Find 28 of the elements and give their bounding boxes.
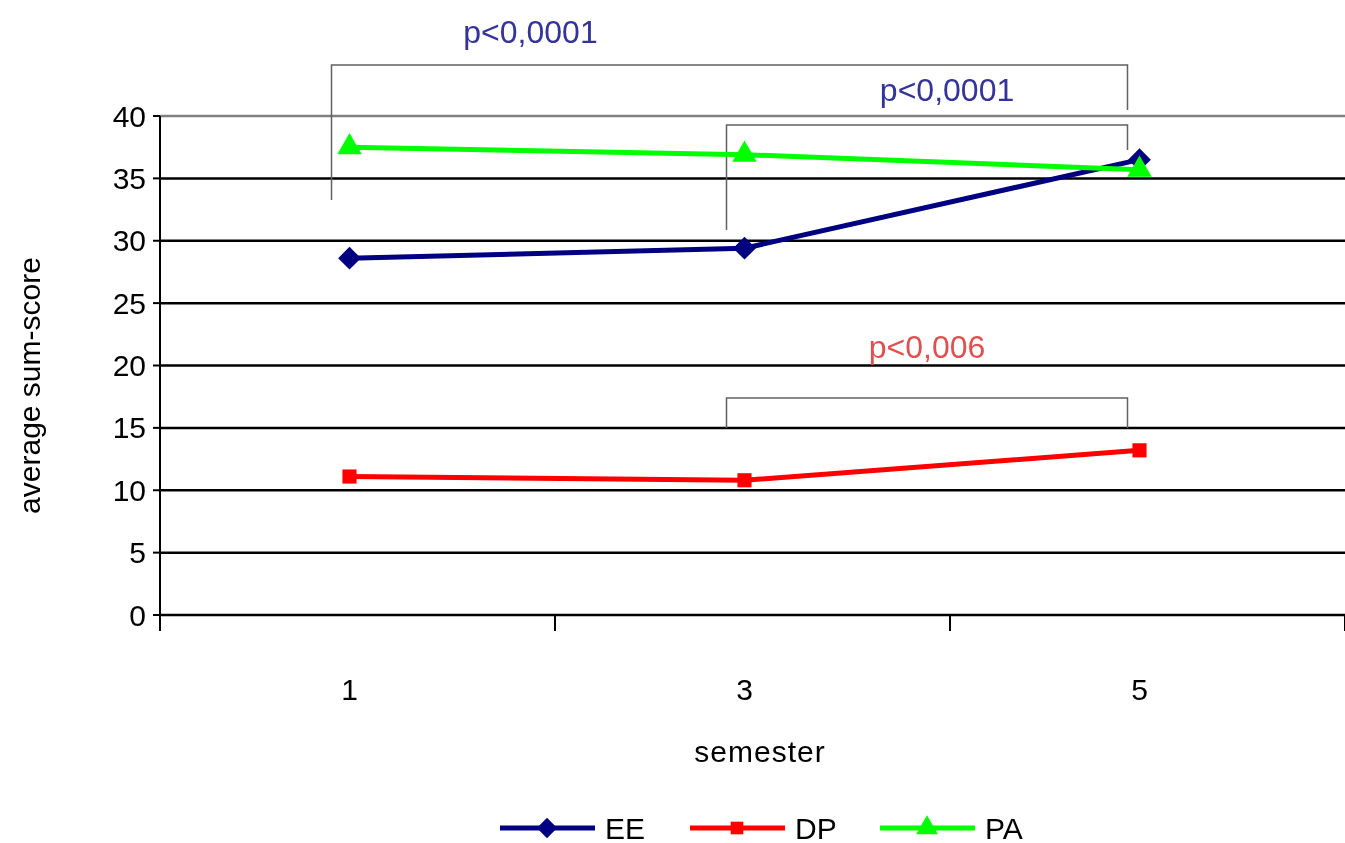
point (733, 236, 756, 260)
legend-label: PA (985, 811, 1023, 843)
y-tick-label: 5 (129, 536, 146, 570)
y-axis-title: average sum-score (13, 257, 46, 514)
x-tick-label: 5 (1131, 673, 1148, 706)
point (1132, 443, 1147, 458)
y-tick-label: 35 (112, 161, 146, 195)
annotation: p<0,006 (868, 329, 986, 365)
y-tick-label: 30 (112, 224, 146, 258)
x-axis-title: semester (694, 735, 826, 768)
y-tick-label: 25 (112, 286, 146, 320)
legend-label: EE (605, 811, 646, 843)
point (342, 469, 357, 484)
y-tick-label: 20 (112, 349, 146, 382)
y-tick-label: 15 (112, 411, 146, 445)
text: p<0,0001 (463, 14, 598, 50)
y-tick-label: 0 (129, 598, 146, 632)
legend-label: DP (795, 811, 837, 843)
y-tick-label: 10 (112, 473, 146, 507)
y-tick-label: 40 (112, 99, 146, 133)
point (737, 473, 752, 488)
text: p<0,0001 (879, 72, 1015, 108)
point (732, 140, 757, 162)
x-tick-label: 1 (341, 673, 358, 706)
x-tick-label: 3 (736, 673, 753, 706)
point (337, 133, 362, 155)
point (1127, 155, 1152, 177)
point (338, 246, 361, 270)
